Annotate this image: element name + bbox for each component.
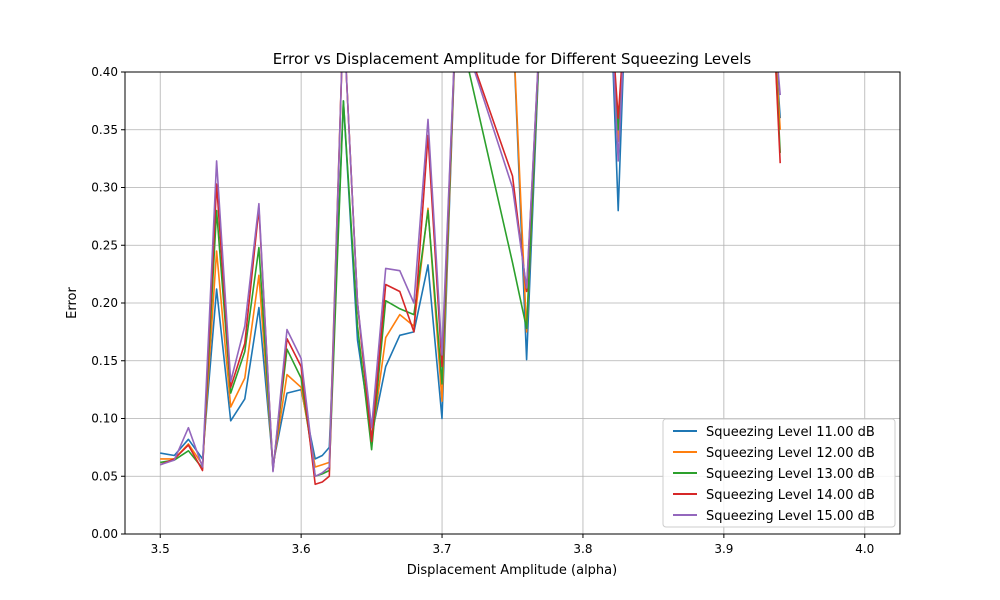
y-tick-label: 0.40 [91, 65, 118, 79]
y-axis-label: Error [65, 287, 80, 319]
y-tick-label: 0.35 [91, 123, 118, 137]
legend-entry: Squeezing Level 15.00 dB [706, 509, 875, 524]
legend-entry: Squeezing Level 13.00 dB [706, 467, 875, 482]
x-tick-label: 3.5 [151, 542, 170, 556]
series-line-1 [160, 72, 781, 466]
x-tick-label: 4.0 [855, 542, 874, 556]
x-tick-label: 3.7 [432, 542, 451, 556]
y-tick-label: 0.10 [91, 412, 118, 426]
series-line-3 [160, 72, 781, 478]
axis-ticks: 3.5 3.6 3.7 3.8 3.9 4.0 0.00 0.05 0.10 0.15 0.20 0.… [91, 65, 874, 556]
x-tick-label: 3.6 [292, 542, 311, 556]
legend-entry: Squeezing Level 12.00 dB [706, 446, 875, 461]
x-axis-label: Displacement Amplitude (alpha) [407, 563, 617, 578]
y-tick-label: 0.25 [91, 238, 118, 252]
series-line-2 [160, 72, 781, 468]
legend-box [662, 418, 896, 528]
x-tick-label: 3.8 [573, 542, 592, 556]
y-tick-label: 0.30 [91, 181, 118, 195]
x-tick-label: 3.9 [714, 542, 733, 556]
legend: Squeezing Level 11.00 dB Squeezing Level … [662, 418, 896, 528]
y-tick-label: 0.15 [91, 354, 118, 368]
legend-entry: Squeezing Level 14.00 dB [706, 488, 875, 503]
y-tick-label: 0.05 [91, 469, 118, 483]
plot-area [159, 72, 781, 486]
chart-title: Error vs Displacement Amplitude for Diff… [273, 50, 752, 68]
series-line-5 [159, 72, 781, 478]
y-tick-label: 0.00 [91, 527, 118, 541]
y-tick-label: 0.20 [91, 296, 118, 310]
legend-entry: Squeezing Level 11.00 dB [706, 425, 875, 440]
